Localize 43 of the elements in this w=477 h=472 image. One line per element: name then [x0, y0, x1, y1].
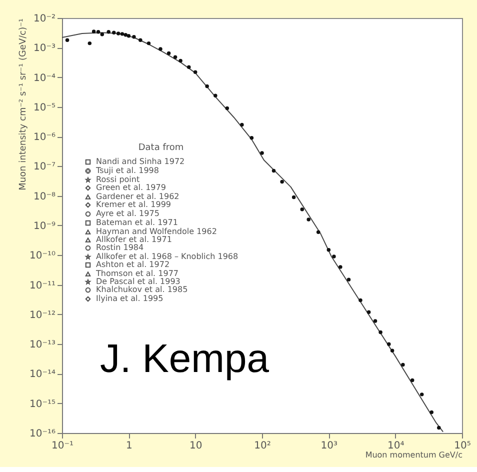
y-tick-label: 10⁻⁵ — [33, 102, 56, 114]
legend-label: Allkofer et al. 1971 — [96, 235, 172, 244]
legend-title: Data from — [138, 143, 184, 153]
legend-label: Ayre et al. 1975 — [96, 209, 160, 218]
legend-label: Kremer et al. 1999 — [96, 200, 171, 209]
y-axis-title: Muon intensity cm⁻² s⁻¹ sr⁻¹ (GeV/c)⁻¹ — [18, 18, 28, 190]
y-tick-label: 10⁻² — [33, 14, 56, 24]
y-tick-label: 10⁻¹⁰ — [29, 250, 56, 262]
x-tick-label: 10⁵ — [454, 440, 471, 452]
y-tick-label: 10⁻³ — [33, 43, 56, 54]
legend-label: De Pascal et al. 1993 — [96, 277, 180, 286]
y-tick-label: 10⁻⁴ — [33, 72, 56, 84]
x-tick-label: 10³ — [320, 440, 338, 452]
y-tick-label: 10⁻⁸ — [33, 191, 56, 202]
y-tick-label: 10⁻¹⁴ — [29, 369, 56, 380]
legend-label: Ashton et al. 1972 — [96, 260, 170, 269]
x-tick-label: 1 — [126, 440, 132, 452]
legend-label: Hayman and Wolfendole 1962 — [96, 227, 217, 236]
legend-label: Rostin 1984 — [96, 243, 144, 252]
y-tick-label: 10⁻¹⁶ — [29, 428, 56, 440]
x-tick-label: 10⁻¹ — [51, 440, 74, 452]
legend-label: Nandi and Sinha 1972 — [96, 157, 185, 166]
y-tick-label: 10⁻⁶ — [33, 132, 56, 144]
x-axis-title: Muon momentum GeV/c — [365, 450, 462, 460]
legend-label: Tsuji et al. 1998 — [95, 166, 159, 175]
y-tick-label: 10⁻⁷ — [33, 162, 56, 173]
x-tick-label: 10⁴ — [387, 440, 404, 452]
legend-label: Green et al. 1979 — [96, 183, 166, 192]
legend-label: Bateman et al. 1971 — [96, 218, 178, 227]
annotation: J. Kempa — [100, 337, 270, 381]
y-tick-label: 10⁻¹³ — [29, 340, 56, 351]
x-tick-label: 10² — [254, 440, 271, 452]
y-tick-label: 10⁻¹¹ — [29, 280, 56, 292]
y-tick-label: 10⁻¹⁵ — [29, 398, 56, 410]
legend-label: Khalchukov et al. 1985 — [96, 285, 188, 294]
y-tick-label: 10⁻⁹ — [33, 221, 56, 232]
legend-label: Rossi point — [96, 175, 140, 184]
legend-label: Thomson et al. 1977 — [95, 269, 178, 278]
y-tick-label: 10⁻¹² — [29, 310, 56, 321]
legend-label: Gardener et al. 1962 — [96, 192, 180, 201]
x-tick-label: 10 — [189, 440, 202, 452]
legend-label: Allkofer et al. 1968 – Knoblich 1968 — [96, 252, 238, 261]
legend-label: Ilyina et al. 1995 — [96, 294, 164, 303]
